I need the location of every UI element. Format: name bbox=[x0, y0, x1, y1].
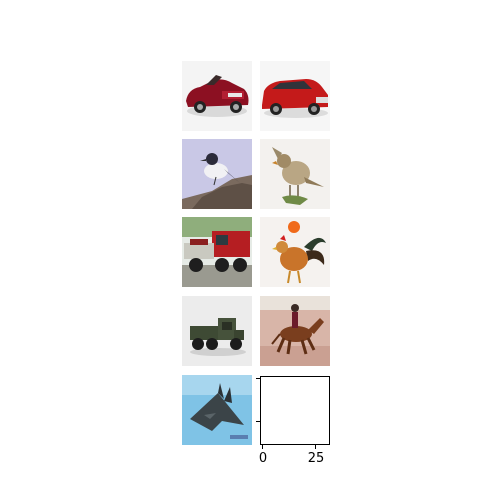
y-axis-tick bbox=[256, 421, 260, 422]
truck-image bbox=[182, 296, 252, 366]
thumbnail-truck-red bbox=[182, 217, 252, 287]
thumbnail-rooster bbox=[260, 217, 330, 287]
x-axis-tick bbox=[262, 445, 263, 449]
thumbnail-horse-rider bbox=[260, 296, 330, 366]
y-axis-tick bbox=[256, 378, 260, 379]
thumbnail-bird-on-rock bbox=[182, 139, 252, 209]
thumbnail-bird-perched bbox=[260, 139, 330, 209]
bird-image bbox=[260, 139, 330, 209]
x-tick-label: 25 bbox=[307, 451, 325, 466]
airplane-image bbox=[182, 375, 252, 445]
horse-image bbox=[260, 296, 330, 366]
car-image bbox=[260, 61, 330, 131]
thumbnail-truck-military-green bbox=[182, 296, 252, 366]
thumbnail-car-red-convertible bbox=[182, 61, 252, 131]
car-image bbox=[182, 61, 252, 131]
thumbnail-stealth-airplane bbox=[182, 375, 252, 445]
thumbnail-car-red-wagon bbox=[260, 61, 330, 131]
x-axis-tick bbox=[315, 445, 316, 449]
bird-image bbox=[182, 139, 252, 209]
truck-image bbox=[182, 217, 252, 287]
empty-plot-axes bbox=[260, 376, 330, 445]
rooster-image bbox=[260, 217, 330, 287]
x-tick-label: 0 bbox=[258, 451, 268, 466]
